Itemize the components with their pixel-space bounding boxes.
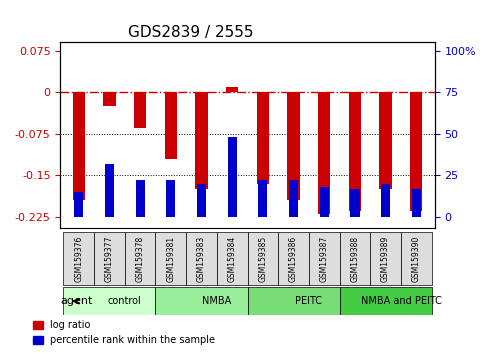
FancyBboxPatch shape (309, 233, 340, 285)
FancyBboxPatch shape (248, 233, 278, 285)
Text: GDS2839 / 2555: GDS2839 / 2555 (128, 25, 253, 40)
Bar (412, 189, 421, 217)
Bar (320, 187, 329, 217)
Bar (227, 137, 237, 217)
Text: NMBA and PEITC: NMBA and PEITC (360, 296, 441, 306)
Text: agent: agent (60, 296, 93, 306)
Bar (350, 189, 359, 217)
Bar (287, 92, 299, 200)
Text: GSM159389: GSM159389 (381, 235, 390, 282)
FancyBboxPatch shape (401, 233, 432, 285)
Text: GSM159384: GSM159384 (227, 235, 237, 282)
FancyBboxPatch shape (217, 233, 248, 285)
FancyBboxPatch shape (63, 233, 94, 285)
Bar (197, 184, 206, 217)
Bar (381, 184, 390, 217)
FancyBboxPatch shape (340, 233, 370, 285)
FancyBboxPatch shape (186, 233, 217, 285)
Bar (226, 87, 238, 92)
Text: GSM159388: GSM159388 (351, 235, 359, 281)
Text: GSM159386: GSM159386 (289, 235, 298, 282)
Bar (196, 92, 208, 189)
Bar (380, 92, 392, 189)
FancyBboxPatch shape (278, 233, 309, 285)
FancyBboxPatch shape (63, 287, 156, 315)
Text: GSM159381: GSM159381 (166, 235, 175, 281)
Bar (257, 92, 269, 184)
Bar (166, 181, 175, 217)
Bar (74, 192, 84, 217)
Bar (134, 92, 146, 129)
Text: GSM159376: GSM159376 (74, 235, 83, 282)
Bar (136, 181, 145, 217)
Bar (349, 92, 361, 211)
FancyBboxPatch shape (156, 287, 248, 315)
Bar (410, 92, 423, 211)
Bar (103, 92, 115, 106)
FancyBboxPatch shape (340, 287, 432, 315)
Bar (165, 92, 177, 159)
Text: GSM159387: GSM159387 (320, 235, 329, 282)
Legend: log ratio, percentile rank within the sample: log ratio, percentile rank within the sa… (29, 316, 219, 349)
Text: GSM159385: GSM159385 (258, 235, 268, 282)
Bar (289, 181, 298, 217)
Text: GSM159377: GSM159377 (105, 235, 114, 282)
FancyBboxPatch shape (125, 233, 156, 285)
Bar (318, 92, 330, 214)
Text: NMBA: NMBA (202, 296, 231, 306)
Bar (72, 92, 85, 200)
Text: GSM159390: GSM159390 (412, 235, 421, 282)
FancyBboxPatch shape (370, 233, 401, 285)
Bar (258, 181, 268, 217)
Text: PEITC: PEITC (296, 296, 322, 306)
Text: GSM159383: GSM159383 (197, 235, 206, 282)
FancyBboxPatch shape (248, 287, 340, 315)
FancyBboxPatch shape (94, 233, 125, 285)
Text: GSM159378: GSM159378 (136, 235, 144, 282)
Text: control: control (108, 296, 142, 306)
FancyBboxPatch shape (156, 233, 186, 285)
Bar (105, 164, 114, 217)
